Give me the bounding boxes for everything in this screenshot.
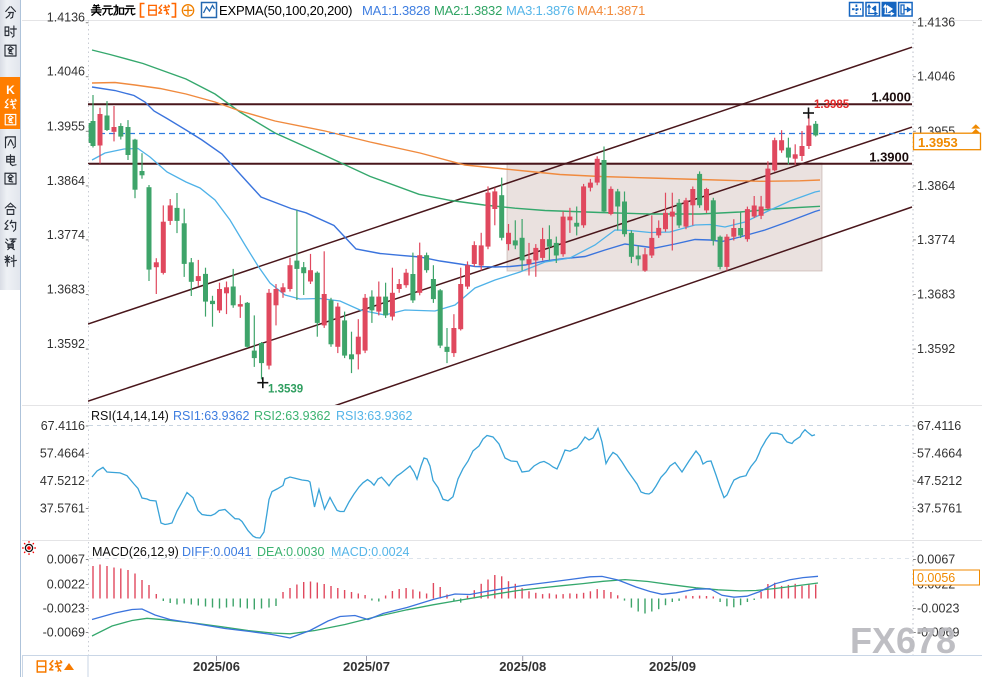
svg-text:RSI(14,14,14): RSI(14,14,14) — [91, 409, 169, 423]
svg-text:-0.0023: -0.0023 — [917, 602, 959, 616]
svg-text:1.3539: 1.3539 — [268, 384, 303, 396]
svg-text:RSI3:63.9362: RSI3:63.9362 — [336, 409, 412, 423]
svg-text:K: K — [6, 83, 15, 97]
svg-text:67.4116: 67.4116 — [917, 419, 961, 433]
svg-text:0.0022: 0.0022 — [47, 578, 85, 592]
svg-text:1.4136: 1.4136 — [917, 16, 955, 30]
svg-text:1.3683: 1.3683 — [47, 283, 85, 297]
svg-text:2025/08: 2025/08 — [499, 659, 546, 674]
svg-text:0.0067: 0.0067 — [917, 553, 955, 567]
svg-text:MACD:0.0024: MACD:0.0024 — [331, 545, 410, 559]
svg-text:1.3592: 1.3592 — [47, 337, 85, 351]
svg-text:57.4664: 57.4664 — [917, 447, 962, 461]
svg-text:1.3985: 1.3985 — [814, 99, 850, 111]
svg-text:1.3900: 1.3900 — [869, 150, 909, 165]
svg-text:-0.0069: -0.0069 — [917, 626, 959, 640]
svg-text:-0.0023: -0.0023 — [43, 602, 85, 616]
svg-text:-0.0069: -0.0069 — [43, 626, 85, 640]
svg-text:0.0067: 0.0067 — [47, 553, 85, 567]
svg-text:DEA:0.0030: DEA:0.0030 — [257, 545, 324, 559]
svg-text:1.4136: 1.4136 — [47, 11, 85, 25]
svg-text:RSI2:63.9362: RSI2:63.9362 — [254, 409, 330, 423]
svg-text:DIFF:0.0041: DIFF:0.0041 — [182, 545, 252, 559]
svg-text:RSI1:63.9362: RSI1:63.9362 — [173, 409, 249, 423]
svg-text:37.5761: 37.5761 — [917, 502, 962, 516]
svg-text:2025/06: 2025/06 — [193, 659, 240, 674]
svg-text:37.5761: 37.5761 — [40, 502, 85, 516]
svg-text:1.3774: 1.3774 — [47, 228, 85, 242]
svg-text:1.3864: 1.3864 — [917, 179, 955, 193]
svg-text:57.4664: 57.4664 — [40, 447, 85, 461]
svg-text:0.0056: 0.0056 — [917, 571, 955, 585]
svg-text:47.5212: 47.5212 — [917, 474, 962, 488]
svg-text:1.3864: 1.3864 — [47, 174, 85, 188]
svg-text:2025/07: 2025/07 — [343, 659, 390, 674]
svg-text:FX678: FX678 — [850, 620, 956, 661]
svg-text:1.4046: 1.4046 — [47, 65, 85, 79]
svg-text:1.3683: 1.3683 — [917, 288, 955, 302]
svg-text:1.3955: 1.3955 — [47, 119, 85, 133]
svg-text:MACD(26,12,9): MACD(26,12,9) — [92, 545, 179, 559]
svg-text:2025/09: 2025/09 — [649, 659, 696, 674]
svg-text:1.3774: 1.3774 — [917, 233, 955, 247]
svg-text:1.3953: 1.3953 — [918, 135, 958, 150]
svg-text:1.3592: 1.3592 — [917, 342, 955, 356]
svg-text:67.4116: 67.4116 — [41, 419, 85, 433]
svg-text:47.5212: 47.5212 — [40, 474, 85, 488]
svg-text:1.4046: 1.4046 — [917, 70, 955, 84]
svg-text:1.4000: 1.4000 — [871, 90, 911, 105]
